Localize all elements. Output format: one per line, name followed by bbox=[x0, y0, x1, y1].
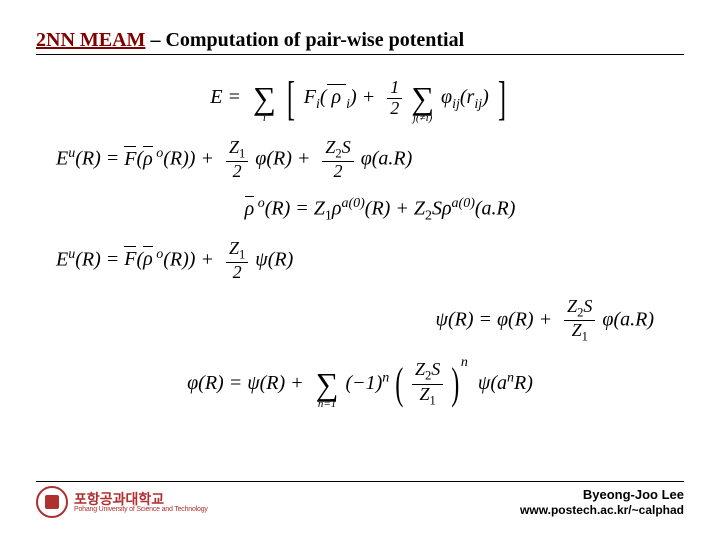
title-rest: Computation of pair-wise potential bbox=[165, 29, 464, 51]
footer-content: 포항공과대학교 Pohang University of Science and… bbox=[36, 486, 684, 518]
author-name: Byeong-Joo Lee bbox=[520, 487, 684, 503]
title-lead: 2NN MEAM bbox=[36, 29, 145, 51]
equation-4: Eu(R) = F(ρ o(R)) + Z12 ψ(R) bbox=[56, 239, 293, 283]
footer-divider bbox=[36, 481, 684, 482]
credit-block: Byeong-Joo Lee www.postech.ac.kr/~calpha… bbox=[520, 487, 684, 517]
slide: 2NN MEAM – Computation of pair-wise pote… bbox=[0, 0, 720, 540]
title-row: 2NN MEAM – Computation of pair-wise pote… bbox=[36, 28, 684, 52]
equation-1: E = ∑i [ Fi( ρ i) + 12 ∑j(≠i) φij(rij) ] bbox=[210, 73, 510, 124]
logo-text-en: Pohang University of Science and Technol… bbox=[74, 506, 208, 513]
logo-mark-icon bbox=[36, 486, 68, 518]
title-underline bbox=[36, 54, 684, 55]
author-url: www.postech.ac.kr/~calphad bbox=[520, 503, 684, 517]
equation-6: φ(R) = ψ(R) + ∑n=1 (−1)n ( Z2SZ1 )n ψ(an… bbox=[187, 359, 533, 410]
logo-text-kr: 포항공과대학교 bbox=[74, 492, 208, 506]
equation-block: E = ∑i [ Fi( ρ i) + 12 ∑j(≠i) φij(rij) ]… bbox=[36, 73, 684, 410]
footer: 포항공과대학교 Pohang University of Science and… bbox=[36, 481, 684, 518]
equation-2: Eu(R) = F(ρ o(R)) + Z12 φ(R) + Z2S2 φ(a.… bbox=[56, 138, 412, 182]
title-sep: – bbox=[145, 29, 165, 51]
equation-5: ψ(R) = φ(R) + Z2SZ1 φ(a.R) bbox=[436, 297, 654, 345]
university-logo: 포항공과대학교 Pohang University of Science and… bbox=[36, 486, 208, 518]
equation-3: ρ o(R) = Z1ρa(0)(R) + Z2Sρa(0)(a.R) bbox=[245, 196, 516, 225]
